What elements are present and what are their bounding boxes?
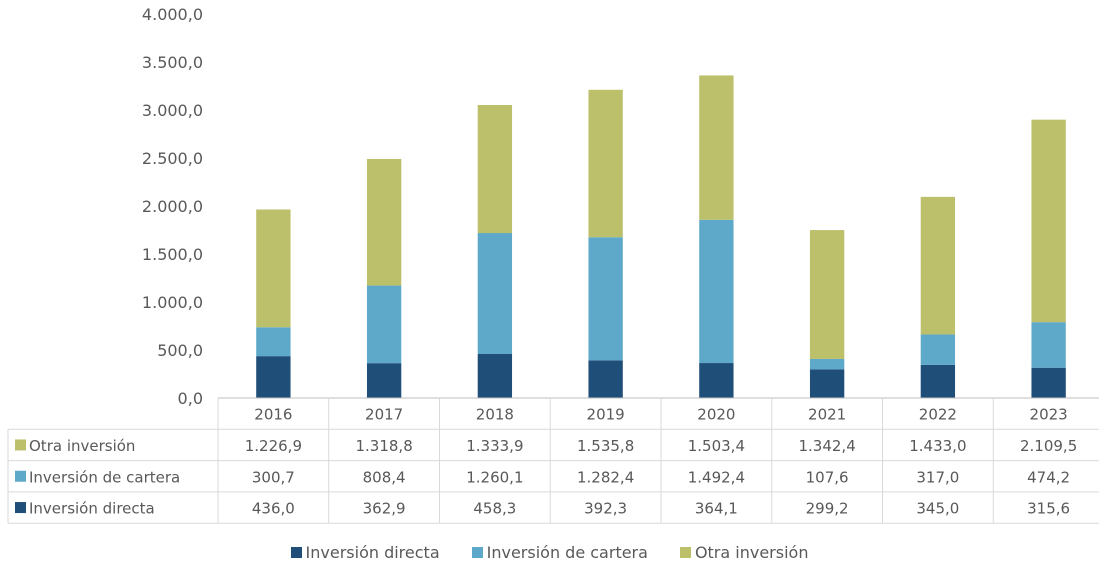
legend-swatch	[291, 547, 302, 558]
data-label: 1.433,0	[909, 437, 966, 455]
bar-segment	[1031, 322, 1065, 368]
legend: Inversión directa Inversión de cartera O…	[0, 540, 1099, 564]
bar-segment	[478, 105, 512, 233]
data-label: 392,3	[584, 500, 627, 518]
legend-label: Otra inversión	[695, 543, 809, 562]
bar-segment	[478, 233, 512, 354]
data-label: 1.333,9	[466, 437, 523, 455]
table-legend-swatch	[15, 502, 26, 513]
data-label: 436,0	[252, 500, 295, 518]
x-tick-label: 2018	[476, 406, 514, 424]
table-legend-swatch	[15, 471, 26, 482]
data-label: 458,3	[473, 500, 516, 518]
data-label: 364,1	[695, 500, 738, 518]
data-label: 808,4	[363, 468, 406, 486]
bar-segment	[699, 220, 733, 363]
x-tick-label: 2019	[587, 406, 625, 424]
data-label: 317,0	[916, 468, 959, 486]
legend-item-inversion-directa: Inversión directa	[291, 543, 440, 562]
legend-item-otra-inversion: Otra inversión	[680, 543, 809, 562]
y-tick-label: 1.500,0	[142, 245, 203, 264]
data-label: 1.260,1	[466, 468, 523, 486]
y-tick-label: 1.000,0	[142, 293, 203, 312]
bar-segment	[256, 209, 290, 327]
x-tick-label: 2021	[808, 406, 846, 424]
y-tick-label: 2.500,0	[142, 149, 203, 168]
y-tick-label: 4.000,0	[142, 5, 203, 24]
data-label: 2.109,5	[1020, 437, 1077, 455]
data-label: 474,2	[1027, 468, 1070, 486]
bar-segment	[256, 327, 290, 356]
y-tick-label: 3.000,0	[142, 101, 203, 120]
legend-item-inversion-de-cartera: Inversión de cartera	[472, 543, 648, 562]
legend-swatch	[472, 547, 483, 558]
bar-segment	[256, 356, 290, 398]
bar-segment	[478, 354, 512, 398]
bar-segment	[367, 286, 401, 364]
bar-segment	[1031, 120, 1065, 323]
data-label: 1.282,4	[577, 468, 634, 486]
table-legend-swatch	[15, 439, 26, 450]
table-row-header: Inversión de cartera	[29, 468, 180, 486]
bar-segment	[810, 359, 844, 369]
data-label: 362,9	[363, 500, 406, 518]
bar-segment	[367, 363, 401, 398]
y-tick-label: 3.500,0	[142, 53, 203, 72]
legend-swatch	[680, 547, 691, 558]
bar-segment	[810, 230, 844, 359]
x-tick-label: 2023	[1030, 406, 1068, 424]
y-tick-label: 2.000,0	[142, 197, 203, 216]
bar-segment	[588, 90, 622, 237]
x-tick-label: 2020	[697, 406, 735, 424]
bar-segment	[367, 159, 401, 286]
y-axis: 0,0 500,0 1.000,0 1.500,0 2.000,0 2.500,0 3.00…	[142, 5, 203, 408]
bars	[256, 75, 1066, 398]
x-tick-label: 2017	[365, 406, 403, 424]
x-tick-label: 2022	[919, 406, 957, 424]
legend-label: Inversión de cartera	[487, 543, 648, 562]
bar-segment	[921, 334, 955, 364]
bar-segment	[699, 363, 733, 398]
bar-segment	[810, 369, 844, 398]
bar-segment	[1031, 368, 1065, 398]
bar-segment	[921, 197, 955, 335]
data-label: 1.535,8	[577, 437, 634, 455]
table-row-header: Otra inversión	[29, 437, 135, 455]
data-label: 315,6	[1027, 500, 1070, 518]
bar-segment	[921, 365, 955, 398]
legend-label: Inversión directa	[306, 543, 440, 562]
bar-segment	[699, 75, 733, 219]
bar-segment	[588, 360, 622, 398]
y-tick-label: 0,0	[178, 389, 203, 408]
table-row-header: Inversión directa	[29, 500, 155, 518]
data-label: 1.342,4	[798, 437, 855, 455]
data-label: 1.492,4	[688, 468, 745, 486]
data-label: 1.318,8	[355, 437, 412, 455]
x-tick-label: 2016	[254, 406, 292, 424]
data-label: 300,7	[252, 468, 295, 486]
data-label: 345,0	[916, 500, 959, 518]
data-label: 299,2	[806, 500, 849, 518]
y-tick-label: 500,0	[157, 341, 203, 360]
data-label: 1.226,9	[245, 437, 302, 455]
data-label: 107,6	[806, 468, 849, 486]
data-label: 1.503,4	[688, 437, 745, 455]
data-table: 2016 2017 2018 2019 2020 2021 2022 2023 Otra inv…	[8, 398, 1099, 523]
bar-segment	[588, 237, 622, 360]
